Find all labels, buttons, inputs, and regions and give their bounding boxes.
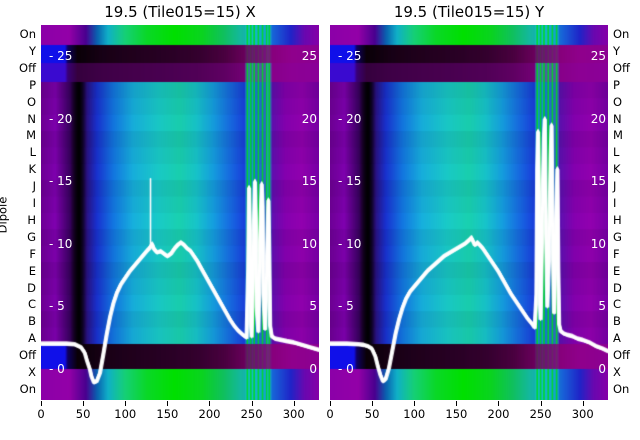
x-axis-tick-label: 0	[326, 407, 334, 421]
x-axis-tick	[209, 401, 211, 406]
x-axis-x: 0 50 100 150 200 250 300	[0, 401, 640, 431]
x-axis-tick	[540, 401, 542, 406]
y-category-label: F	[613, 246, 620, 261]
y-category-label: B	[28, 314, 36, 329]
y-category-label: G	[27, 229, 36, 244]
x-axis-tick-label: 250	[529, 407, 552, 421]
y-category-label: O	[613, 94, 623, 109]
y-category-label: On	[19, 27, 36, 41]
y-category-label: M	[613, 128, 623, 143]
y-category-label: L	[613, 145, 620, 160]
y-category-label: On	[613, 27, 630, 41]
y-category-label: C	[613, 297, 622, 312]
x-axis-y: 0 50 100 150 200 250 300	[0, 401, 640, 431]
y-category-label: N	[27, 111, 36, 126]
y-category-label: N	[613, 111, 622, 126]
x-axis-tick-label: 300	[571, 407, 594, 421]
x-axis-tick	[330, 401, 331, 406]
y-category-label: H	[27, 212, 36, 227]
y-category-label: Off	[613, 60, 630, 75]
y-category-label: L	[29, 145, 36, 160]
y-category-label: D	[27, 280, 36, 295]
y-category-label: E	[613, 263, 621, 278]
x-axis-tick	[498, 401, 500, 406]
y-category-label: I	[32, 196, 36, 211]
y-category-label: F	[29, 246, 36, 261]
x-axis-tick-label: 100	[114, 407, 137, 421]
y-category-label: Y	[613, 43, 621, 58]
y-category-label: P	[613, 77, 620, 92]
x-axis-tick	[125, 401, 127, 406]
y-category-label: I	[613, 196, 617, 211]
x-axis-tick-label: 300	[282, 407, 305, 421]
y-category-label: X	[613, 365, 621, 380]
y-category-label: Off	[19, 60, 36, 75]
x-axis-tick-label: 0	[37, 407, 45, 421]
y-category-label: On	[19, 382, 36, 396]
y-category-label: H	[613, 212, 622, 227]
y-category-label: J	[613, 179, 617, 194]
y-category-label: D	[613, 280, 622, 295]
x-axis-tick	[456, 401, 458, 406]
x-axis-tick	[582, 401, 584, 406]
x-axis-tick-label: 150	[445, 407, 468, 421]
heatmap-panel-x[interactable]	[41, 25, 319, 400]
y-category-label: On	[613, 382, 630, 396]
y-category-label: O	[26, 94, 36, 109]
y-category-label: G	[613, 229, 622, 244]
x-axis-tick	[83, 401, 85, 406]
y-category-labels-left: On Y Off P O N M L K J I H G F E D C B A Off X On	[0, 0, 36, 440]
y-category-label: P	[29, 77, 36, 92]
x-axis-tick-label: 200	[198, 407, 221, 421]
heatmap-panel-y[interactable]	[330, 25, 608, 400]
x-axis-tick-label: 200	[487, 407, 510, 421]
x-axis-tick-label: 250	[240, 407, 263, 421]
y-category-label: Off	[613, 348, 630, 363]
y-category-label: K	[28, 162, 36, 177]
x-axis-tick-label: 50	[75, 407, 91, 421]
x-axis-tick	[414, 401, 416, 406]
x-axis-tick	[167, 401, 169, 406]
y-category-label: Off	[19, 348, 36, 363]
x-axis-tick	[372, 401, 374, 406]
x-axis-tick	[251, 401, 253, 406]
y-category-label: A	[28, 331, 36, 346]
y-category-label: Y	[28, 43, 36, 58]
y-category-label: K	[613, 162, 621, 177]
x-axis-tick-label: 50	[364, 407, 380, 421]
y-category-labels-right: On Y Off P O N M L K J I H G F E D C B A Off X On	[613, 0, 640, 440]
panel-title-y: 19.5 (Tile015=15) Y	[393, 3, 545, 21]
y-category-label: M	[26, 128, 36, 143]
x-axis-tick-label: 150	[156, 407, 179, 421]
panel-title-x: 19.5 (Tile015=15) X	[104, 3, 256, 21]
y-category-label: X	[28, 365, 36, 380]
x-axis-tick	[41, 401, 42, 406]
y-category-label: J	[32, 179, 36, 194]
y-category-label: E	[28, 263, 36, 278]
y-category-label: C	[27, 297, 36, 312]
x-axis-tick	[293, 401, 295, 406]
y-category-label: B	[613, 314, 621, 329]
y-category-label: A	[613, 331, 621, 346]
x-axis-tick-label: 100	[403, 407, 426, 421]
